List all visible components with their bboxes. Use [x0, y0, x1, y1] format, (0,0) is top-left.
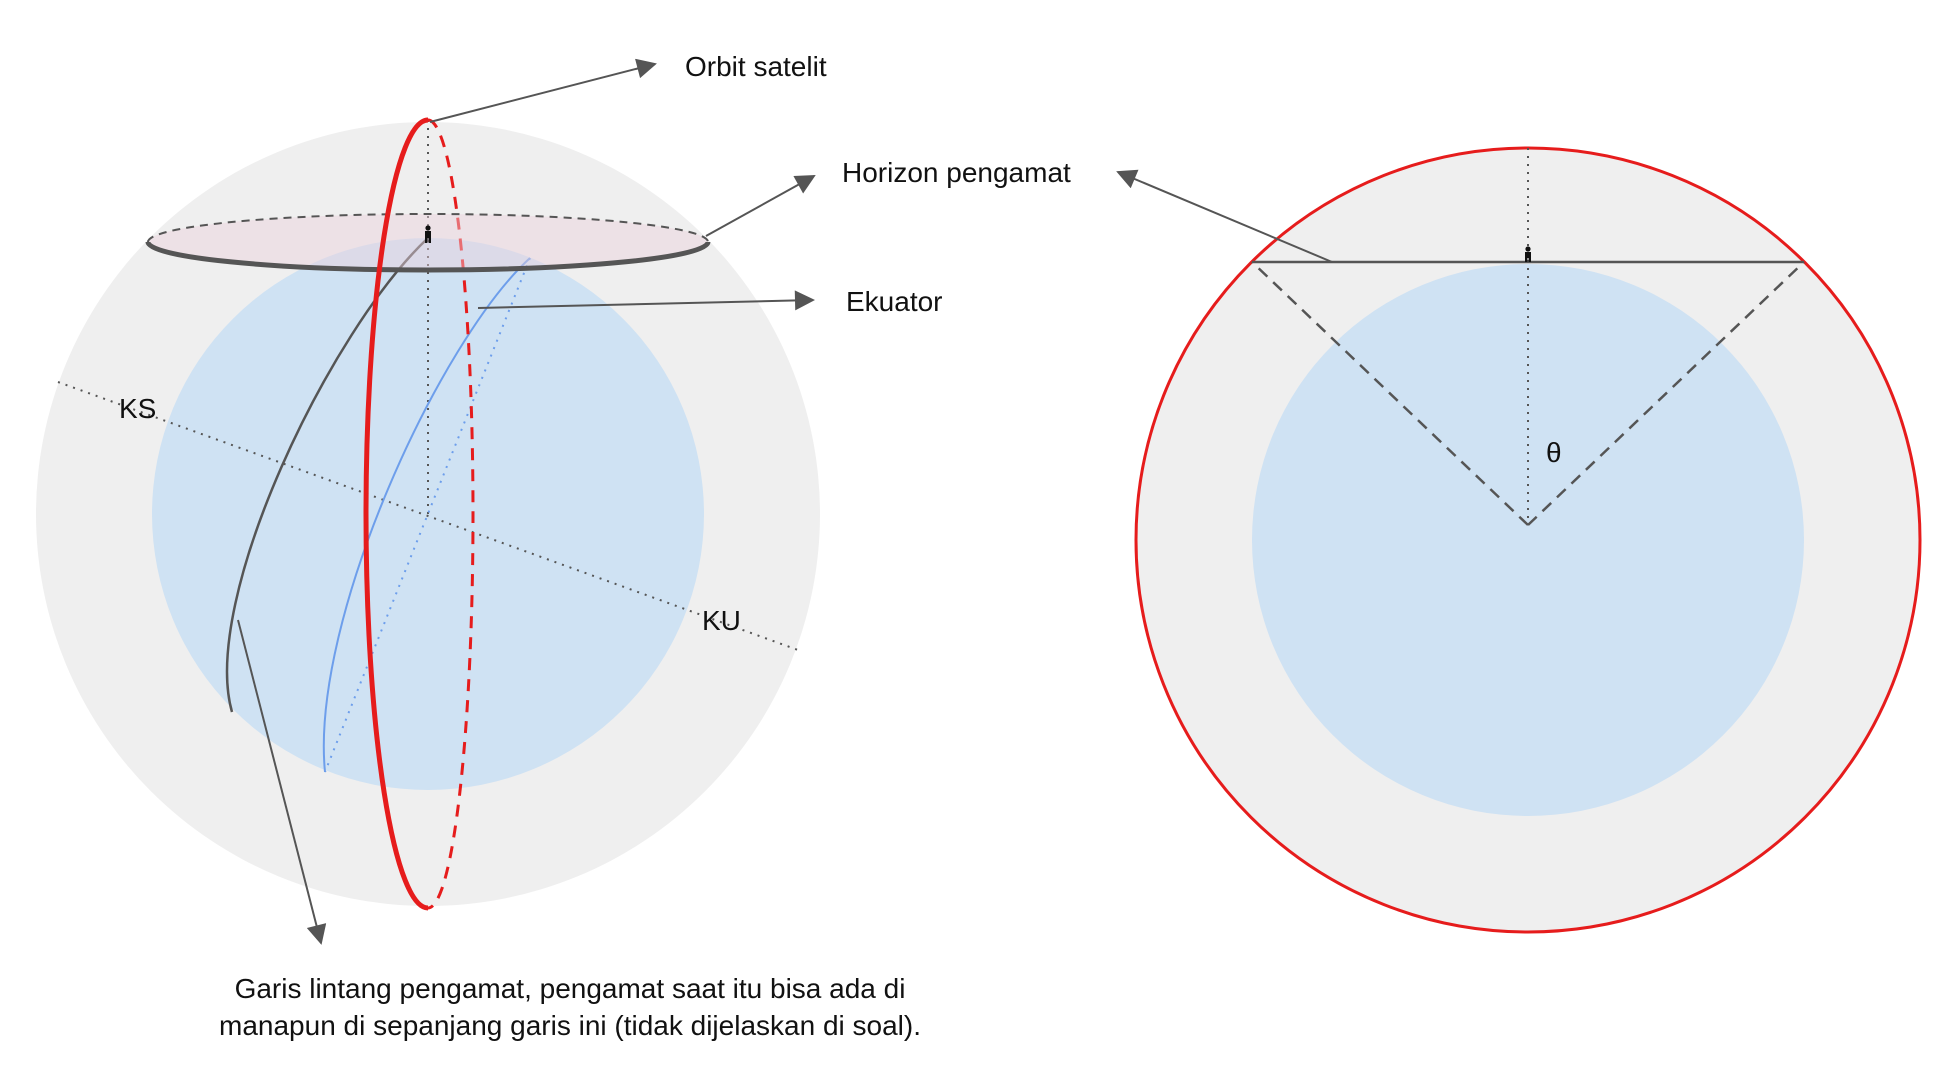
horizon-leader-arrow — [705, 175, 816, 237]
angle-line-right — [1527, 261, 1805, 526]
equator-label: Ekuator — [846, 286, 943, 317]
theta-label: θ — [1546, 437, 1562, 468]
earth-circle — [1252, 264, 1804, 816]
south-pole-label: KS — [119, 393, 156, 424]
cross-section-view: θ — [1116, 146, 1922, 934]
perspective-view: Orbit satelit Horizon pengamat Ekuator K… — [36, 51, 1071, 1041]
horizon-label: Horizon pengamat — [842, 157, 1071, 188]
orbit-hidden-side — [427, 118, 475, 910]
observer-icon — [425, 225, 431, 243]
horizon-arrow — [1116, 169, 1333, 263]
orbit-leader-arrow — [429, 58, 657, 123]
north-pole-label: KU — [702, 605, 741, 636]
orbit-label: Orbit satelit — [685, 51, 827, 82]
equator-leader-arrow — [477, 290, 815, 311]
earth-axis — [57, 381, 799, 651]
angle-line-left — [1251, 261, 1529, 526]
horizon-plane-front — [145, 241, 711, 273]
latitude-caption-line-2: manapun di sepanjang garis ini (tidak di… — [219, 1010, 921, 1041]
observer-icon-2 — [1525, 246, 1531, 262]
latitude-caption-line-1: Garis lintang pengamat, pengamat saat it… — [235, 973, 906, 1004]
latitude-line — [225, 237, 429, 713]
latitude-leader-arrow — [237, 619, 327, 945]
equator-line — [322, 257, 531, 773]
orbit-front-side — [363, 117, 429, 911]
